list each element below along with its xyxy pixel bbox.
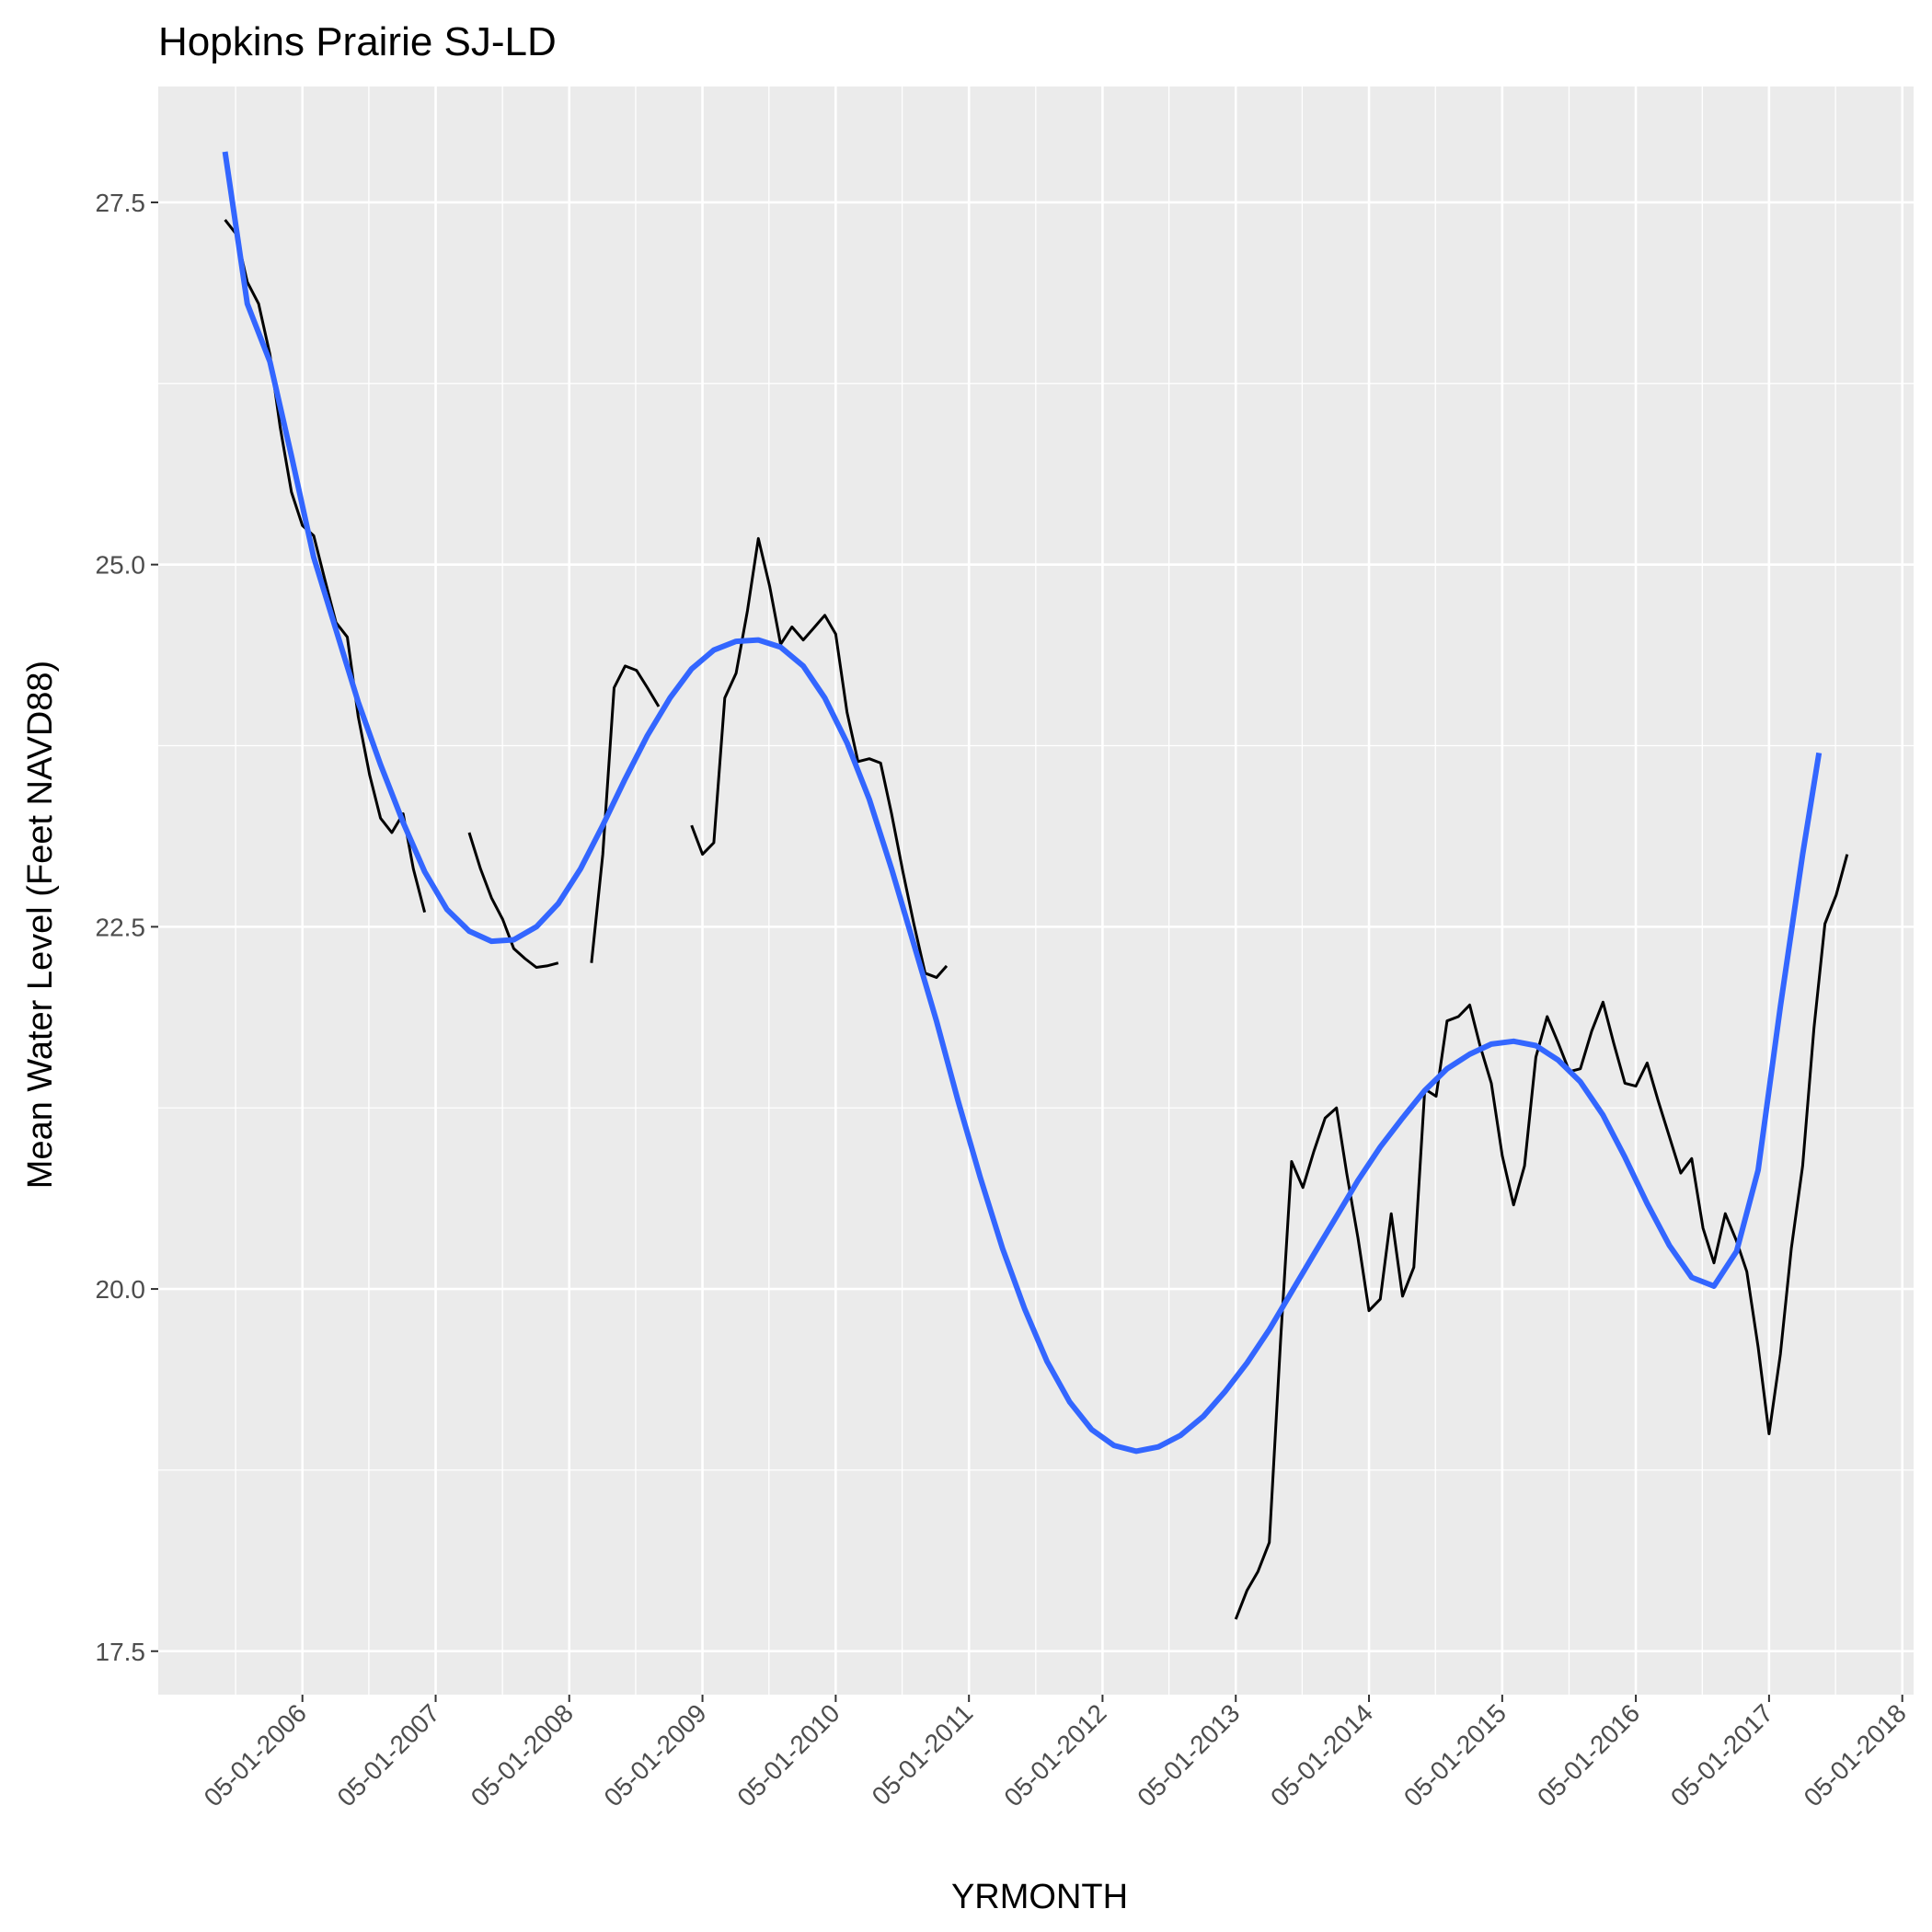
water-level-line-segment-2 xyxy=(467,832,559,969)
y-axis: 17.5 20.0 22.5 25.0 27.5 xyxy=(96,189,158,1666)
chart-title: Hopkins Prairie SJ-LD xyxy=(158,19,557,64)
y-tick-label: 22.5 xyxy=(96,913,146,941)
x-tick-label: 05-01-2008 xyxy=(466,1698,579,1811)
x-tick-label: 05-01-2009 xyxy=(599,1698,712,1811)
x-tick-label: 05-01-2018 xyxy=(1799,1698,1912,1811)
x-tick-label: 05-01-2010 xyxy=(731,1698,845,1811)
y-tick-label: 17.5 xyxy=(96,1638,146,1666)
y-tick-label: 27.5 xyxy=(96,189,146,217)
water-level-line-segment-5 xyxy=(1234,854,1849,1620)
smooth-trend-line xyxy=(222,151,1823,1455)
data-lines xyxy=(222,151,1849,1620)
water-level-line-segment-1 xyxy=(224,218,427,913)
x-tick-label: 05-01-2006 xyxy=(199,1698,312,1811)
x-tick-label: 05-01-2017 xyxy=(1665,1698,1778,1811)
x-axis: 05-01-2006 05-01-2007 05-01-2008 05-01-2009… xyxy=(199,1695,1912,1812)
x-tick-label: 05-01-2016 xyxy=(1532,1698,1645,1811)
water-level-line-segment-3 xyxy=(590,664,661,963)
y-tick-label: 20.0 xyxy=(96,1275,146,1304)
major-gridlines xyxy=(158,86,1914,1695)
water-level-line-segment-4 xyxy=(690,536,949,979)
y-tick-label: 25.0 xyxy=(96,551,146,580)
x-tick-label: 05-01-2011 xyxy=(867,1698,979,1811)
x-tick-label: 05-01-2012 xyxy=(998,1698,1111,1811)
minor-gridlines xyxy=(158,86,1914,1695)
x-axis-title: YRMONTH xyxy=(951,1878,1128,1916)
x-tick-label: 05-01-2013 xyxy=(1132,1698,1245,1811)
x-tick-label: 05-01-2015 xyxy=(1398,1698,1512,1811)
y-axis-title: Mean Water Level (Feet NAVD88) xyxy=(21,661,60,1189)
x-tick-label: 05-01-2007 xyxy=(332,1698,445,1811)
x-tick-label: 05-01-2014 xyxy=(1265,1698,1378,1811)
